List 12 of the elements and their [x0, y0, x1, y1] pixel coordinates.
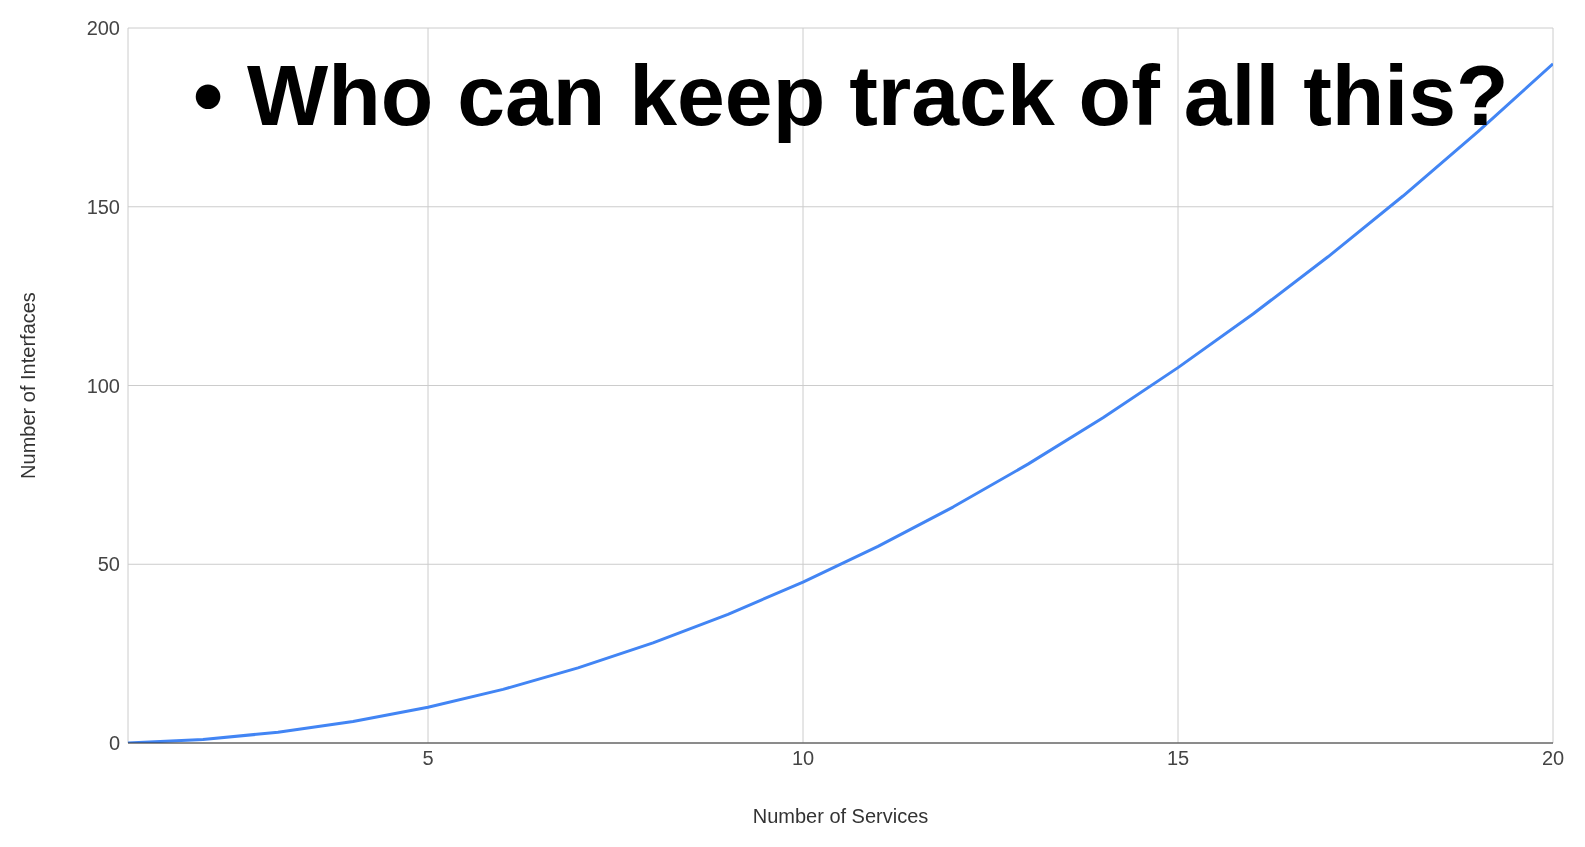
x-tick-label: 15	[1166, 747, 1190, 770]
y-tick-label: 100	[86, 374, 120, 397]
x-tick-label: 10	[791, 747, 815, 770]
y-tick-label: 50	[97, 553, 120, 576]
y-axis-title: Number of Interfaces	[17, 292, 40, 479]
y-tick-label: 150	[86, 195, 120, 218]
x-tick-label: 5	[422, 747, 434, 770]
y-tick-label: 200	[86, 17, 120, 40]
x-axis-title: Number of Services	[752, 805, 929, 827]
x-tick-label: 20	[1541, 747, 1565, 770]
annotation: • Who can keep track of all this?	[193, 47, 1509, 143]
y-tick-label: 0	[108, 732, 120, 755]
